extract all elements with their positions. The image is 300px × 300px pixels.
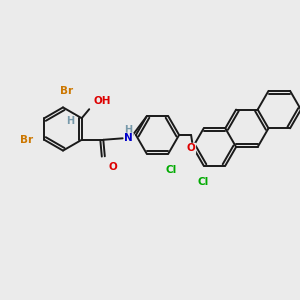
Text: OH: OH [94,96,111,106]
Text: H: H [66,116,74,126]
Text: N: N [124,133,133,143]
Text: Br: Br [60,86,73,96]
Text: Cl: Cl [165,165,176,175]
Text: H: H [124,125,132,135]
Text: O: O [108,162,117,172]
Text: O: O [187,143,196,153]
Text: Cl: Cl [197,177,209,187]
Text: Br: Br [20,135,33,145]
